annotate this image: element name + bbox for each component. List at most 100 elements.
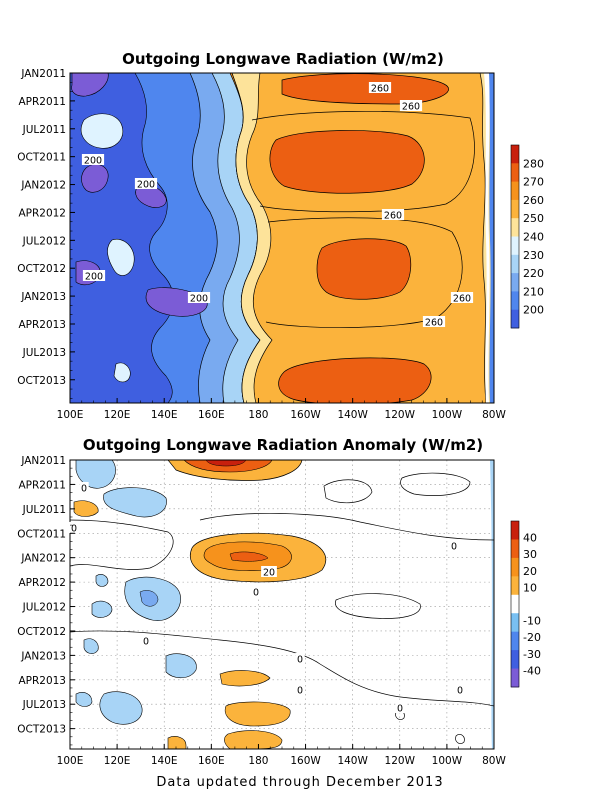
top-colorbar-label: 220 [523, 267, 544, 280]
bottom-colorbar: 40 30 20 10 -10 -20 -30 -40 [510, 520, 541, 688]
bottom-colorbar-swatch [511, 539, 519, 559]
bottom-colorbar-swatch [511, 594, 519, 614]
top-x-axis: 100E 120E 140E 160E 180 160W 140W 120W 100W 80W [57, 398, 506, 421]
bottom-colorbar-swatch [511, 557, 519, 577]
top-colorbar-swatch [511, 236, 519, 256]
top-cell-240c [113, 362, 131, 383]
bottom-pos-b [224, 701, 291, 727]
bottom-neg-i [95, 574, 109, 587]
bottom-y-tick-label: APR2012 [18, 577, 66, 589]
bottom-colorbar-label: -40 [523, 664, 541, 677]
top-contour-label: 260 [402, 102, 420, 113]
top-colorbar-label: 200 [523, 304, 544, 317]
top-band-270b [269, 130, 425, 194]
top-colorbar-swatch [511, 145, 519, 164]
top-colorbar-swatch [511, 163, 519, 182]
top-band-270d [278, 357, 432, 403]
top-colorbar-swatch [511, 199, 519, 219]
top-colorbar-label: 210 [523, 285, 544, 298]
bottom-contour-label: 20 [263, 568, 275, 579]
bottom-contour-label: 0 [71, 524, 77, 535]
top-contour-label: 200 [137, 180, 155, 191]
top-contour-label: 200 [190, 294, 208, 305]
bottom-pos-mid-30 [229, 551, 269, 562]
top-colorbar-swatch [511, 218, 519, 237]
bottom-zero-contour-a [70, 519, 174, 570]
top-colorbar-label: 240 [523, 231, 544, 244]
top-colorbar-swatch [511, 291, 519, 311]
bottom-colorbar-label: -30 [523, 648, 541, 661]
top-colorbar: 200 210 220 230 240 250 260 270 280 [510, 144, 544, 329]
top-x-tick-label: 140E [151, 409, 178, 421]
top-contour-labels: 260 260 200 200 260 200 200 260 260 [81, 82, 474, 329]
top-contour-label: 260 [371, 84, 389, 95]
bottom-colorbar-label: 20 [523, 565, 537, 578]
top-contour-label-bg [368, 82, 392, 93]
top-band-270a [281, 73, 449, 105]
bottom-colorbar-swatch [511, 613, 519, 633]
bottom-colorbar-swatch [511, 631, 519, 651]
top-y-tick-label: APR2011 [18, 96, 66, 108]
bottom-pos-e [167, 736, 187, 749]
bottom-x-tick-label: 160W [290, 755, 321, 767]
top-contour-260a [251, 111, 475, 213]
bottom-contour-label-bg [261, 566, 277, 577]
top-edge-east-white [484, 73, 490, 403]
top-cell-200b [81, 164, 109, 193]
top-contour-label-bg [381, 209, 405, 220]
top-x-tick-label: 120W [385, 409, 416, 421]
top-x-tick-label: 120E [104, 409, 131, 421]
bottom-colorbar-label: -10 [523, 615, 541, 628]
bottom-y-tick-label: APR2013 [18, 675, 66, 687]
bottom-zero-contour-d [323, 479, 373, 504]
top-y-tick-label: JUL2012 [22, 235, 66, 247]
bottom-colorbar-label: 30 [523, 548, 537, 561]
top-x-tick-label: 180 [248, 409, 268, 421]
bottom-y-tick-label: OCT2013 [17, 724, 66, 736]
bottom-neg-c2 [139, 590, 159, 607]
bottom-colorbar-swatch [511, 650, 519, 669]
bottom-zero-contour-c [70, 630, 494, 707]
bottom-grid [70, 460, 494, 749]
bottom-x-tick-label: 140E [151, 755, 178, 767]
bottom-y-tick-label: OCT2012 [17, 626, 66, 638]
top-y-tick-label: JUL2011 [22, 124, 66, 136]
bottom-neg-h [75, 692, 93, 707]
top-x-tick-label: 160E [198, 409, 225, 421]
bottom-contour-label-bg [295, 653, 305, 664]
bottom-contour-label: 0 [457, 686, 463, 697]
top-contour-label-bg [134, 178, 158, 189]
top-edge-east [488, 73, 494, 403]
bottom-contour-label-bg [295, 684, 305, 695]
bottom-x-tick-label: 140W [337, 755, 368, 767]
bottom-contour-label-bg [395, 702, 405, 713]
top-y-tick-label: APR2012 [18, 207, 66, 219]
bottom-colorbar-swatch [511, 668, 519, 688]
top-y-tick-label: JAN2011 [20, 68, 66, 80]
bottom-zero-contour-e [400, 472, 471, 496]
bottom-contour-label-bg [449, 540, 459, 551]
bottom-chart-title: Outgoing Longwave Radiation Anomaly (W/m… [83, 436, 483, 454]
bottom-neg-e [83, 638, 99, 654]
top-x-tick-label: 80W [482, 409, 506, 421]
bottom-contour-label-bg [69, 522, 79, 533]
top-band-260 [231, 73, 494, 403]
bottom-contour-label: 0 [253, 588, 259, 599]
top-colorbar-swatch [511, 181, 519, 201]
top-colorbar-label: 230 [523, 249, 544, 262]
bottom-x-tick-label: 100W [432, 755, 463, 767]
bottom-contour-label: 0 [297, 686, 303, 697]
top-band-270c [316, 238, 412, 300]
bottom-x-tick-label: 180 [248, 755, 268, 767]
top-contour-label: 260 [453, 294, 471, 305]
top-y-tick-label: JAN2012 [20, 180, 66, 192]
bottom-contour-label-bg [141, 635, 151, 646]
bottom-y-tick-label: OCT2011 [17, 528, 66, 540]
bottom-colorbar-label: 10 [523, 581, 537, 594]
bottom-zero-contour-h [455, 734, 465, 744]
bottom-contour-label: 0 [451, 542, 457, 553]
bottom-colorbar-frame [510, 520, 520, 688]
top-y-tick-label: OCT2012 [17, 263, 66, 275]
bottom-neg-a [75, 460, 116, 489]
bottom-zero-contour-f [335, 593, 421, 619]
